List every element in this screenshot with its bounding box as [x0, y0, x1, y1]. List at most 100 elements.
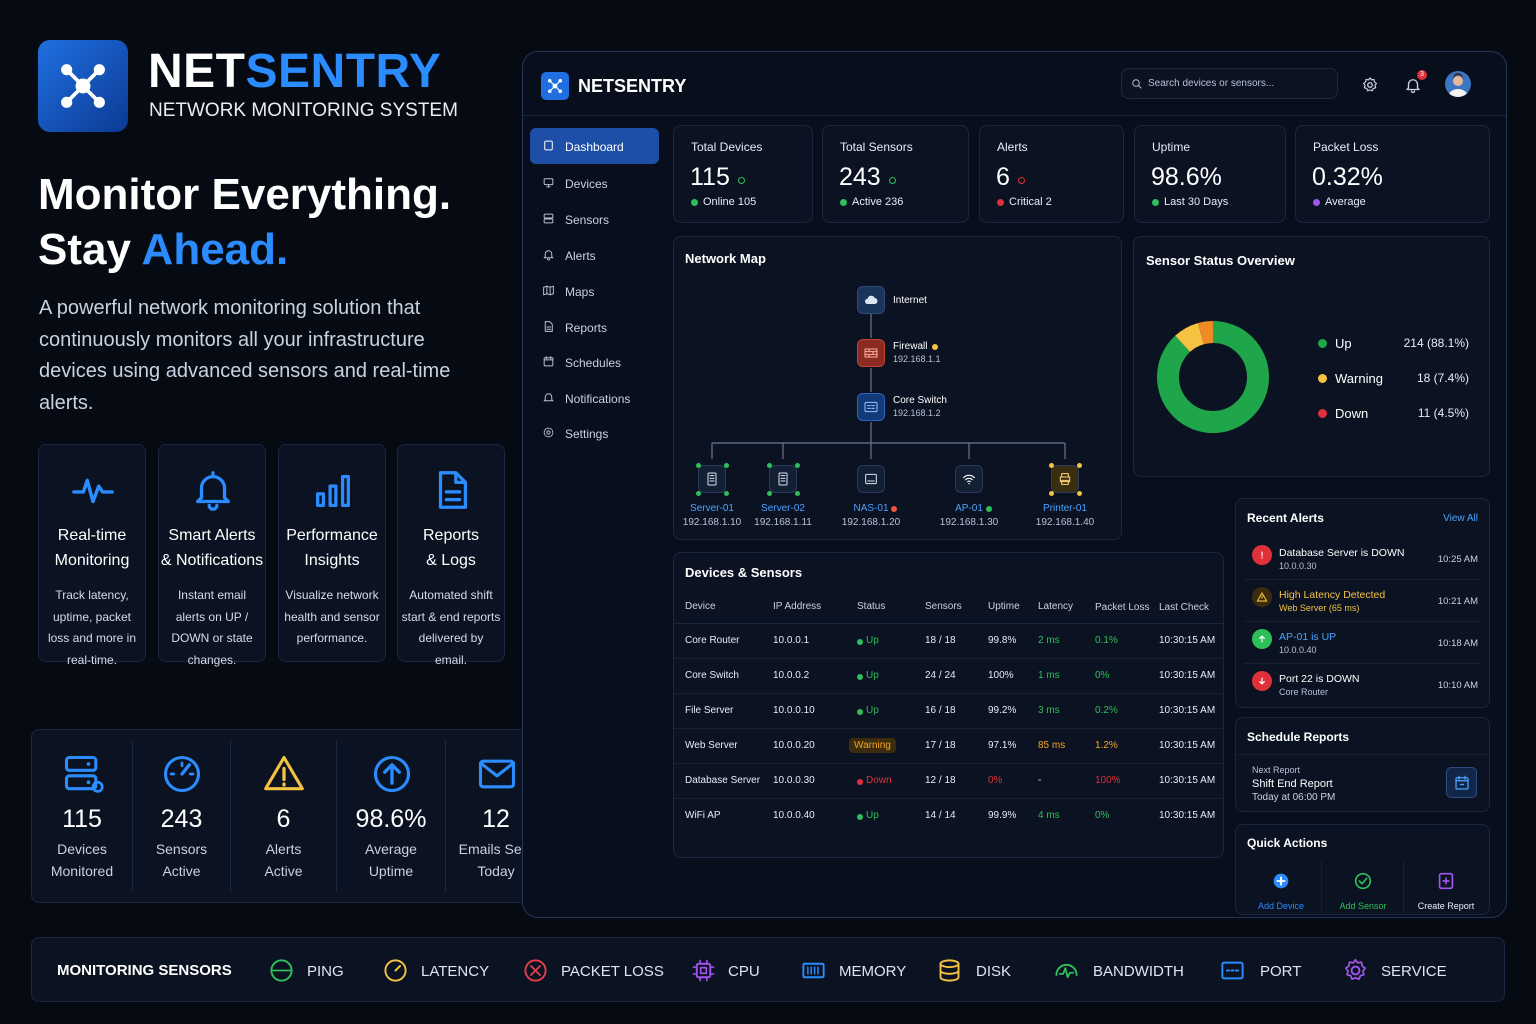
sensor-icon	[800, 957, 827, 984]
sensor-label: LATENCY	[421, 963, 490, 980]
node-name: Firewall	[893, 341, 928, 352]
icon-part	[72, 478, 114, 504]
notifications-button[interactable]	[1404, 76, 1422, 94]
feature-icon	[310, 467, 356, 513]
schedule-calendar[interactable]	[1446, 767, 1477, 798]
icon-part	[1455, 775, 1469, 790]
settings-button[interactable]	[1361, 76, 1379, 94]
icon-part	[543, 393, 554, 402]
sensor-label: PING	[307, 963, 344, 980]
sidebar-item[interactable]: Dashboard	[530, 128, 659, 164]
search-box[interactable]: Search devices or sensors...	[1121, 68, 1338, 99]
alert-glyph	[1255, 632, 1269, 646]
kpi-value: 6	[996, 163, 1010, 191]
status-badge: Up	[857, 633, 879, 648]
sidebar-label: Notifications	[565, 392, 631, 406]
brand-name-b: SENTRY	[245, 45, 442, 98]
icon-part	[64, 755, 104, 793]
sidebar-label: Dashboard	[565, 140, 624, 154]
network-map-panel: Network Map Internet Firewall 192.168.1.1 Co…	[673, 236, 1122, 540]
feature-description: Track latency, uptime, packet loss and m…	[47, 588, 137, 667]
alert-subtitle: 10.0.0.40	[1279, 645, 1317, 655]
icon-part	[373, 755, 410, 793]
alert-icon	[1252, 545, 1272, 565]
table-cell: 10:30:15 AM	[1159, 705, 1216, 716]
sidebar-item[interactable]: Settings	[530, 415, 659, 451]
icon-part	[1358, 877, 1368, 885]
icon-part	[61, 64, 105, 108]
view-all-link[interactable]: View All	[1443, 513, 1478, 524]
node-corner-dot	[1049, 463, 1054, 468]
alert-glyph	[1255, 674, 1269, 688]
icon-part	[546, 430, 551, 435]
feature-description: Visualize network health and sensor perf…	[284, 588, 380, 645]
table-cell: 10:30:15 AM	[1159, 810, 1216, 821]
app-logo-icon	[546, 77, 564, 95]
node-glyph	[1057, 471, 1073, 487]
node-status-dot	[986, 506, 992, 512]
icon-part	[478, 761, 515, 778]
icon-part	[1261, 551, 1263, 559]
schedule-time: Today at 06:00 PM	[1252, 792, 1336, 803]
stat-column: 98.6% Average Uptime	[337, 740, 446, 892]
feature-card: Performance Insights Visualize network hea…	[278, 444, 386, 662]
sensor-label: PORT	[1260, 963, 1302, 980]
table-cell: 10:30:15 AM	[1159, 775, 1216, 786]
icon-part	[72, 478, 114, 504]
table-cell: 0.1%	[1095, 635, 1118, 646]
sidebar-icon	[542, 426, 555, 439]
kpi-sub-dot	[997, 199, 1004, 206]
icon-part	[1362, 77, 1378, 92]
sidebar-item[interactable]: Sensors	[530, 201, 659, 237]
feature-card: Reports & Logs Automated shift start & end…	[397, 444, 505, 667]
icon-part	[543, 250, 554, 261]
table-cell: 1.2%	[1095, 740, 1118, 751]
icon-part	[1259, 635, 1265, 643]
icon-part	[373, 755, 410, 793]
icon-part	[64, 774, 97, 791]
user-avatar[interactable]	[1445, 71, 1471, 97]
icon-part	[1058, 967, 1075, 979]
quick-action-label: Add Device	[1257, 901, 1305, 911]
node-icon	[857, 339, 885, 367]
alert-glyph	[1255, 548, 1269, 562]
node-name: NAS-01	[853, 503, 889, 514]
sidebar-item[interactable]: Alerts	[530, 237, 659, 273]
logo	[38, 40, 128, 132]
table-cell: 4 ms	[1038, 810, 1060, 821]
icon-part	[180, 763, 191, 776]
node-ip: 192.168.1.1	[893, 354, 941, 364]
icon-part	[1259, 635, 1265, 643]
icon-part	[699, 966, 708, 975]
icon-part	[86, 780, 90, 785]
table-cell: Web Server	[685, 740, 738, 751]
icon-part	[1055, 963, 1078, 979]
sidebar-item[interactable]: Schedules	[530, 344, 659, 380]
sensors-bar: MONITORING SENSORS PING LATENCY PACKET LOSS…	[31, 937, 1505, 1002]
kpi-title: Total Devices	[691, 140, 763, 154]
sensor-icon	[1342, 957, 1369, 984]
node-corner-dot	[696, 491, 701, 496]
icon-part	[707, 472, 717, 486]
stat-value: 6	[276, 805, 291, 833]
hero-line-2: Stay Ahead.	[38, 225, 288, 275]
icon-part	[865, 295, 878, 305]
sidebar-item[interactable]: Reports	[530, 309, 659, 345]
feature-title: Real-time	[57, 527, 127, 544]
quick-action-button[interactable]: Add Device	[1240, 861, 1322, 913]
table-cell: 97.1%	[988, 740, 1017, 751]
sidebar-item[interactable]: Devices	[530, 165, 659, 201]
stat-label: Uptime	[368, 863, 414, 879]
node-status-dot	[932, 344, 938, 350]
column-header: Packet Loss	[1095, 602, 1150, 613]
sidebar-item[interactable]: Maps	[530, 273, 659, 309]
quick-action-button[interactable]: Create Report	[1405, 861, 1487, 913]
table-cell: -	[1038, 775, 1042, 786]
stat-label: Monitored	[50, 863, 114, 879]
sidebar-item[interactable]: Notifications	[530, 380, 659, 416]
icon-part	[549, 80, 561, 92]
icon-part	[865, 473, 877, 485]
calendar-glyph	[1453, 774, 1471, 792]
quick-action-button[interactable]: Add Sensor	[1322, 861, 1404, 913]
icon-part	[780, 475, 786, 482]
